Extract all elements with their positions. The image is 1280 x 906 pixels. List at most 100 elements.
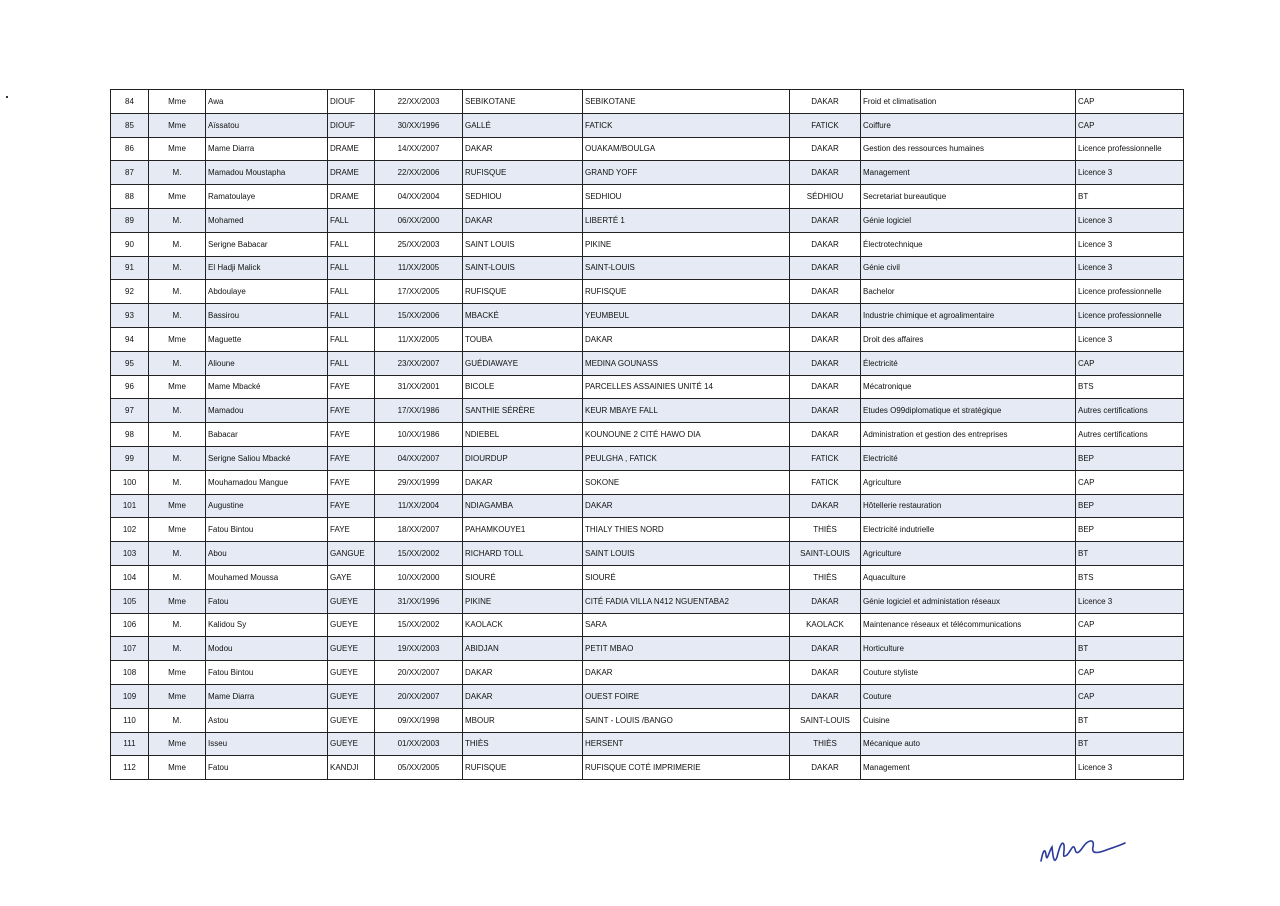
birth-place-cell: NDIEBEL: [462, 422, 583, 447]
address-cell: KEUR MBAYE FALL: [582, 398, 790, 424]
table-row: 101 Mme Augustine FAYE 11/XX/2004 NDIAGAMBA DA…: [110, 493, 1184, 519]
address-cell: SARA: [582, 612, 790, 638]
table-row: 95 M. Alioune FALL 23/XX/2007 GUÉDIAWAYE MEDIN…: [110, 350, 1184, 376]
row-number-cell: 100: [110, 469, 149, 495]
table-row: 112 Mme Fatou KANDJI 05/XX/2005 RUFISQUE RUFIS…: [110, 755, 1184, 781]
scan-speck: [6, 96, 8, 98]
table-row: 91 M. El Hadji Malick FALL 11/XX/2005 SAINT-L…: [110, 255, 1184, 281]
training-field-cell: Electricité: [860, 445, 1076, 471]
region-cell: DAKAR: [789, 636, 861, 662]
civility-cell: Mme: [148, 112, 206, 138]
address-cell: MEDINA GOUNASS: [582, 350, 790, 376]
birth-place-cell: ABIDJAN: [462, 636, 583, 662]
first-name-cell: Mouhamed Moussa: [205, 564, 328, 590]
row-number-cell: 108: [110, 660, 149, 685]
table-row: 90 M. Serigne Babacar FALL 25/XX/2003 SAINT L…: [110, 231, 1184, 257]
region-cell: DAKAR: [789, 493, 861, 519]
last-name-cell: FAYE: [327, 398, 375, 424]
row-number-cell: 98: [110, 422, 149, 447]
civility-cell: M.: [148, 445, 206, 471]
last-name-cell: DRAME: [327, 136, 375, 162]
training-field-cell: Maintenance réseaux et télécommunication…: [860, 612, 1076, 638]
last-name-cell: FALL: [327, 303, 375, 328]
table-row: 97 M. Mamadou FAYE 17/XX/1986 SANTHIE SÉRÈRE K…: [110, 398, 1184, 424]
diploma-cell: CAP: [1075, 683, 1184, 709]
address-cell: DAKAR: [582, 326, 790, 352]
last-name-cell: GUEYE: [327, 707, 375, 733]
civility-cell: M.: [148, 231, 206, 257]
birth-date-cell: 22/XX/2003: [374, 89, 463, 114]
training-field-cell: Agriculture: [860, 541, 1076, 566]
table-row: 93 M. Bassirou FALL 15/XX/2006 MBACKÉ YEUMBEUL…: [110, 303, 1184, 328]
diploma-cell: CAP: [1075, 350, 1184, 376]
training-field-cell: Électrotechnique: [860, 231, 1076, 257]
diploma-cell: BEP: [1075, 493, 1184, 519]
region-cell: DAKAR: [789, 374, 861, 400]
address-cell: PETIT MBAO: [582, 636, 790, 662]
training-field-cell: Coiffure: [860, 112, 1076, 138]
birth-date-cell: 30/XX/1996: [374, 112, 463, 138]
row-number-cell: 99: [110, 445, 149, 471]
last-name-cell: FALL: [327, 231, 375, 257]
birth-place-cell: GALLÉ: [462, 112, 583, 138]
last-name-cell: GUEYE: [327, 636, 375, 662]
training-field-cell: Mécanique auto: [860, 731, 1076, 757]
training-field-cell: Droit des affaires: [860, 326, 1076, 352]
table-row: 105 Mme Fatou GUEYE 31/XX/1996 PIKINE CITÉ FAD…: [110, 588, 1184, 614]
birth-date-cell: 11/XX/2004: [374, 493, 463, 519]
table-row: 104 M. Mouhamed Moussa GAYE 10/XX/2000 SIOURÉ…: [110, 564, 1184, 590]
first-name-cell: Alioune: [205, 350, 328, 376]
region-cell: DAKAR: [789, 279, 861, 305]
diploma-cell: CAP: [1075, 112, 1184, 138]
first-name-cell: Kalidou Sy: [205, 612, 328, 638]
birth-date-cell: 18/XX/2007: [374, 517, 463, 543]
diploma-cell: Licence 3: [1075, 588, 1184, 614]
first-name-cell: Modou: [205, 636, 328, 662]
row-number-cell: 111: [110, 731, 149, 757]
region-cell: DAKAR: [789, 255, 861, 281]
birth-date-cell: 04/XX/2007: [374, 445, 463, 471]
civility-cell: Mme: [148, 731, 206, 757]
civility-cell: M.: [148, 707, 206, 733]
birth-place-cell: SAINT LOUIS: [462, 231, 583, 257]
civility-cell: Mme: [148, 493, 206, 519]
table-row: 94 Mme Maguette FALL 11/XX/2005 TOUBA DAKAR DAK…: [110, 326, 1184, 352]
row-number-cell: 88: [110, 184, 149, 209]
training-field-cell: Couture styliste: [860, 660, 1076, 685]
birth-date-cell: 11/XX/2005: [374, 326, 463, 352]
table-row: 85 Mme Aïssatou DIOUF 30/XX/1996 GALLÉ FATICK F…: [110, 112, 1184, 138]
address-cell: YEUMBEUL: [582, 303, 790, 328]
first-name-cell: Mohamed: [205, 207, 328, 233]
training-field-cell: Etudes O99diplomatique et stratégique: [860, 398, 1076, 424]
region-cell: DAKAR: [789, 89, 861, 114]
civility-cell: M.: [148, 207, 206, 233]
table-row: 110 M. Astou GUEYE 09/XX/1998 MBOUR SAINT - LO…: [110, 707, 1184, 733]
diploma-cell: Licence 3: [1075, 160, 1184, 186]
region-cell: DAKAR: [789, 683, 861, 709]
last-name-cell: FAYE: [327, 445, 375, 471]
first-name-cell: Fatou Bintou: [205, 660, 328, 685]
birth-place-cell: BICOLE: [462, 374, 583, 400]
first-name-cell: Awa: [205, 89, 328, 114]
row-number-cell: 90: [110, 231, 149, 257]
address-cell: DAKAR: [582, 493, 790, 519]
table-row: 111 Mme Isseu GUEYE 01/XX/2003 THIÈS HERSENT TH…: [110, 731, 1184, 757]
row-number-cell: 93: [110, 303, 149, 328]
last-name-cell: FALL: [327, 279, 375, 305]
row-number-cell: 112: [110, 755, 149, 781]
last-name-cell: GUEYE: [327, 683, 375, 709]
training-field-cell: Bachelor: [860, 279, 1076, 305]
diploma-cell: CAP: [1075, 89, 1184, 114]
birth-date-cell: 06/XX/2000: [374, 207, 463, 233]
table-row: 100 M. Mouhamadou Mangue FAYE 29/XX/1999 DAKA…: [110, 469, 1184, 495]
first-name-cell: Abdoulaye: [205, 279, 328, 305]
table-row: 99 M. Serigne Saliou Mbacké FAYE 04/XX/2007 D…: [110, 445, 1184, 471]
row-number-cell: 102: [110, 517, 149, 543]
first-name-cell: Mame Diarra: [205, 136, 328, 162]
diploma-cell: CAP: [1075, 660, 1184, 685]
birth-place-cell: PIKINE: [462, 588, 583, 614]
region-cell: THIÈS: [789, 517, 861, 543]
last-name-cell: KANDJI: [327, 755, 375, 781]
table-row: 102 Mme Fatou Bintou FAYE 18/XX/2007 PAHAMKOU…: [110, 517, 1184, 543]
training-field-cell: Management: [860, 160, 1076, 186]
